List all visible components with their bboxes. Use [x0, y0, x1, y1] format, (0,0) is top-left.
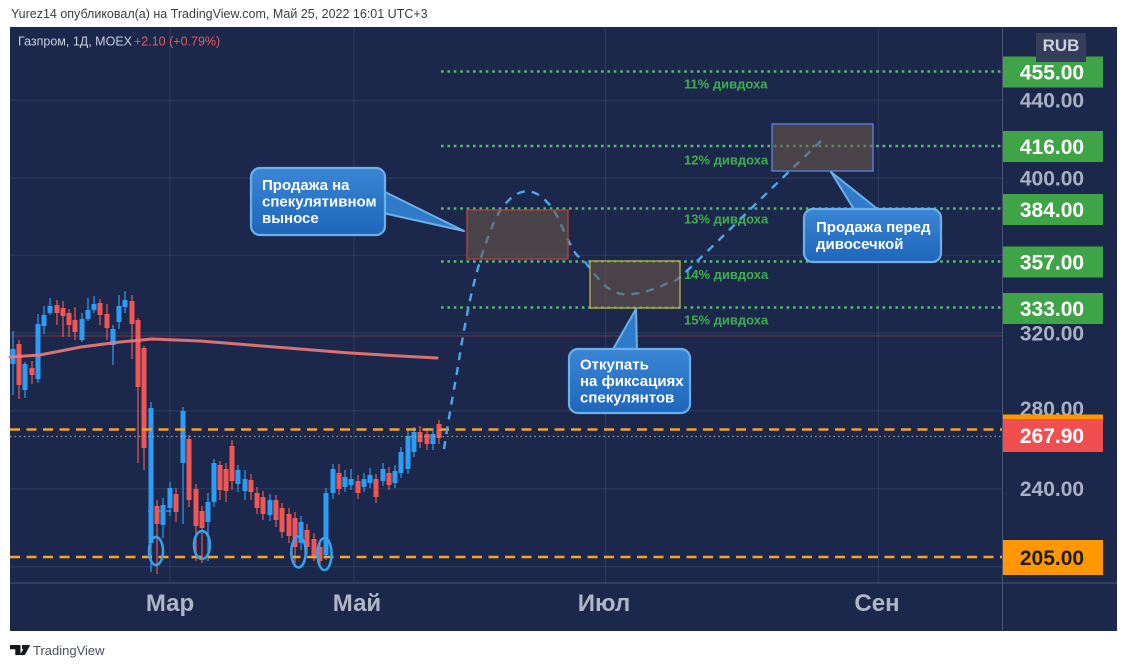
svg-text:400.00: 400.00 [1020, 167, 1084, 190]
svg-text:Продажа на: Продажа на [262, 177, 350, 194]
svg-text:спекулятивном: спекулятивном [262, 194, 377, 211]
svg-text:на фиксациях: на фиксациях [580, 373, 684, 390]
svg-text:12% дивдоха: 12% дивдоха [684, 153, 769, 168]
svg-text:Май: Май [333, 590, 381, 617]
svg-text:455.00: 455.00 [1020, 61, 1084, 84]
svg-text:RUB: RUB [1043, 36, 1080, 55]
svg-text:240.00: 240.00 [1020, 478, 1084, 501]
svg-text:Сен: Сен [854, 590, 899, 617]
svg-text:11% дивдоха: 11% дивдоха [684, 77, 768, 92]
svg-text:спекулянтов: спекулянтов [580, 390, 674, 407]
svg-text:Июл: Июл [578, 590, 630, 617]
svg-text:15% дивдоха: 15% дивдоха [684, 313, 769, 328]
svg-text:Мар: Мар [146, 590, 194, 617]
svg-text:Газпром, 1Д, MOEX: Газпром, 1Д, MOEX [18, 35, 133, 49]
svg-text:205.00: 205.00 [1020, 547, 1084, 570]
svg-text:Продажа перед: Продажа перед [816, 219, 931, 236]
svg-text:13% дивдоха: 13% дивдоха [684, 212, 769, 227]
svg-text:333.00: 333.00 [1020, 298, 1084, 321]
svg-text:416.00: 416.00 [1020, 136, 1084, 159]
svg-text:выносе: выносе [262, 210, 319, 227]
svg-text:дивосечкой: дивосечкой [816, 236, 903, 253]
svg-text:440.00: 440.00 [1020, 90, 1084, 113]
svg-text:357.00: 357.00 [1020, 251, 1084, 274]
svg-text:Откупать: Откупать [580, 357, 649, 374]
svg-text:+2.10 (+0.79%): +2.10 (+0.79%) [134, 35, 220, 49]
svg-text:267.90: 267.90 [1020, 425, 1084, 448]
svg-text:320.00: 320.00 [1020, 322, 1084, 345]
svg-text:14% дивдоха: 14% дивдоха [684, 267, 769, 282]
svg-text:384.00: 384.00 [1020, 199, 1084, 222]
